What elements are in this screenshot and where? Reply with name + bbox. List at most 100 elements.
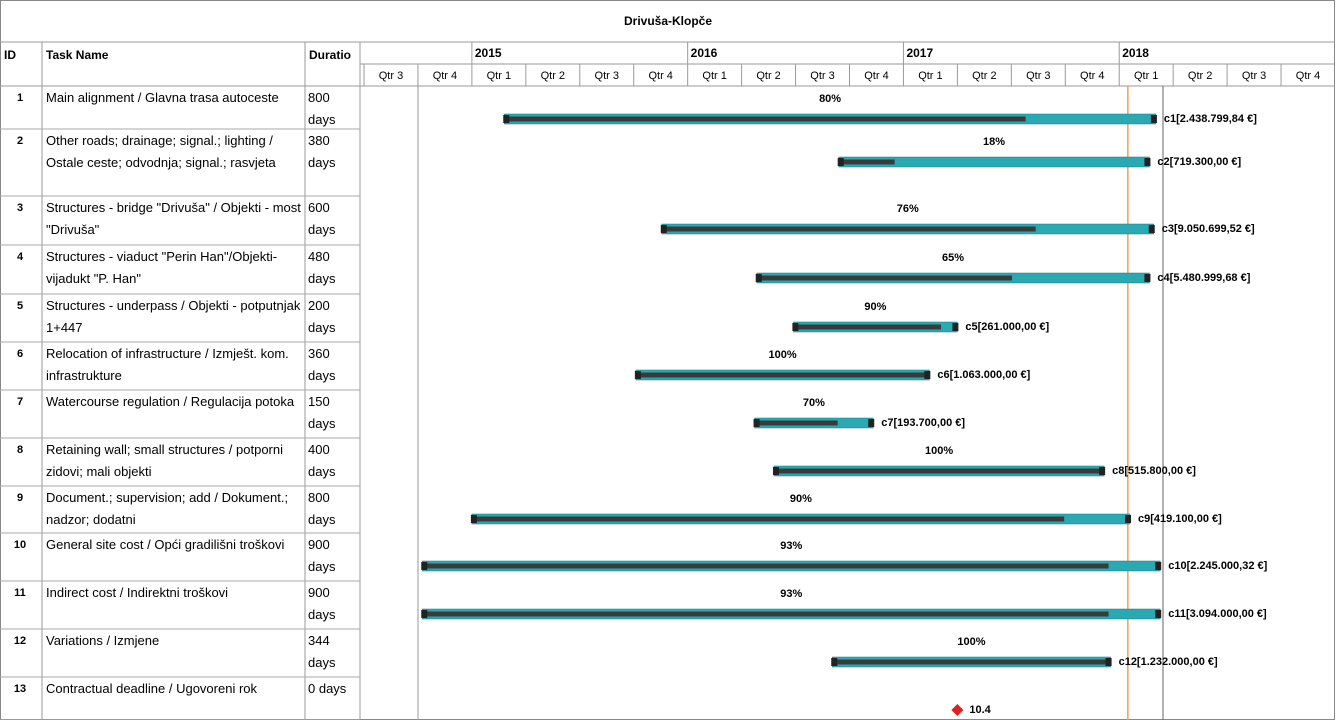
percent-label: 65% [942, 252, 964, 264]
task-duration: 360 days [308, 346, 336, 383]
quarter-label: Qtr 1 [918, 70, 942, 82]
bar-cap [1099, 467, 1106, 475]
task-name: Variations / Izmjene [46, 633, 160, 648]
quarter-label: Qtr 4 [864, 70, 888, 82]
progress-bar [838, 159, 895, 165]
task-duration: 800 days [308, 90, 336, 127]
cost-label: c7[193.700,00 €] [881, 417, 965, 429]
percent-label: 100% [957, 636, 985, 648]
column-header: Duratio [309, 48, 351, 62]
task-name: Retaining wall; small structures / potpo… [46, 442, 283, 479]
task-name: Main alignment / Glavna trasa autoceste [46, 90, 279, 105]
bar-cap [503, 115, 510, 123]
chart-title: Drivuša-Klopče [624, 14, 712, 28]
task-name: Watercourse regulation / Regulacija poto… [46, 394, 295, 409]
quarter-label: Qtr 3 [1026, 70, 1050, 82]
percent-label: 80% [819, 93, 841, 105]
percent-label: 100% [769, 349, 797, 361]
percent-label: 100% [925, 445, 953, 457]
percent-label: 93% [780, 588, 802, 600]
progress-bar [754, 420, 838, 426]
quarter-label: Qtr 3 [810, 70, 834, 82]
quarter-label: Qtr 1 [487, 70, 511, 82]
percent-label: 90% [864, 301, 886, 313]
bar-cap [421, 562, 428, 570]
task-id: 13 [13, 683, 27, 695]
task-name: Structures - viaduct "Perin Han"/Objekti… [46, 249, 278, 286]
progress-bar [832, 659, 1111, 665]
task-name: Structures - underpass / Objekti - potpu… [46, 298, 301, 335]
cost-label: c2[719.300,00 €] [1157, 156, 1241, 168]
cost-label: c12[1.232.000,00 €] [1119, 656, 1218, 668]
task-duration: 900 days [308, 585, 336, 622]
percent-label: 70% [803, 397, 825, 409]
percent-label: 76% [897, 203, 919, 215]
bar-cap [831, 658, 838, 666]
cost-label: c11[3.094.000,00 €] [1168, 608, 1267, 620]
bar-cap [772, 467, 779, 475]
cost-label: c9[419.100,00 €] [1138, 513, 1222, 525]
task-id: 12 [13, 635, 27, 647]
task-id: 3 [16, 202, 24, 214]
task-id: 8 [16, 444, 24, 456]
cost-label: c3[9.050.699,52 €] [1162, 223, 1255, 235]
bar-cap [1148, 225, 1155, 233]
milestone-label: 10.4 [969, 704, 991, 716]
task-duration: 344 days [308, 633, 336, 670]
cost-label: c6[1.063.000,00 €] [937, 369, 1030, 381]
percent-label: 90% [790, 493, 812, 505]
bar-cap [634, 371, 641, 379]
task-name: Indirect cost / Indirektni troškovi [46, 585, 229, 600]
task-name: General site cost / Opći gradilišni troš… [46, 537, 285, 552]
quarter-label: Qtr 4 [1080, 70, 1104, 82]
task-id: 9 [16, 492, 24, 504]
cost-label: c5[261.000,00 €] [965, 321, 1049, 333]
progress-bar [756, 275, 1012, 281]
quarter-label: Qtr 3 [595, 70, 619, 82]
progress-bar [471, 516, 1065, 522]
year-label: 2018 [1122, 46, 1149, 60]
progress-bar [504, 116, 1026, 122]
task-id: 11 [14, 587, 26, 599]
task-id: 10 [13, 539, 27, 551]
cost-label: c4[5.480.999,68 €] [1157, 272, 1250, 284]
task-duration: 800 days [308, 490, 336, 527]
task-name: Structures - bridge "Drivuša" / Objekti … [46, 200, 301, 237]
bar-cap [952, 323, 959, 331]
quarter-label: Qtr 4 [1296, 70, 1320, 82]
task-name: Other roads; drainage; signal.; lighting… [46, 133, 276, 170]
progress-bar [422, 611, 1109, 617]
task-duration: 150 days [308, 394, 336, 431]
task-duration: 900 days [308, 537, 336, 574]
cost-label: c8[515.800,00 €] [1112, 465, 1196, 477]
cost-label: c1[2.438.799,84 €] [1164, 113, 1257, 125]
year-label: 2015 [475, 46, 502, 60]
percent-label: 18% [983, 136, 1005, 148]
quarter-label: Qtr 1 [1134, 70, 1158, 82]
quarter-label: Qtr 2 [541, 70, 565, 82]
column-header: Task Name [46, 48, 109, 62]
task-id: 1 [16, 92, 24, 104]
task-duration: 400 days [308, 442, 336, 479]
task-duration: 600 days [308, 200, 336, 237]
bar-cap [470, 515, 477, 523]
task-duration: 380 days [308, 133, 336, 170]
bar-cap [1144, 158, 1151, 166]
progress-bar [793, 324, 941, 330]
task-id: 2 [16, 135, 24, 147]
quarter-label: Qtr 4 [648, 70, 672, 82]
quarter-label: Qtr 2 [756, 70, 780, 82]
task-name: Relocation of infrastructure / Izmješt. … [46, 346, 289, 383]
bar-cap [421, 610, 428, 618]
year-label: 2017 [906, 46, 933, 60]
progress-bar [635, 372, 930, 378]
bar-cap [868, 419, 875, 427]
task-id: 4 [16, 251, 24, 263]
quarter-label: Qtr 2 [972, 70, 996, 82]
percent-label: 93% [780, 540, 802, 552]
task-name: Document.; supervision; add / Dokument.;… [46, 490, 289, 527]
year-label: 2016 [691, 46, 718, 60]
quarter-label: Qtr 4 [433, 70, 457, 82]
task-id: 7 [16, 396, 24, 408]
